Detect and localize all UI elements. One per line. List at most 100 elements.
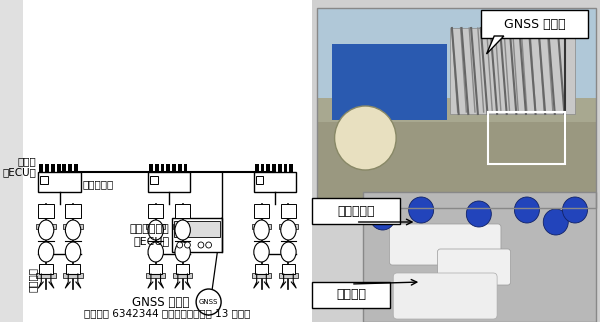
Text: GNSS: GNSS	[199, 299, 218, 305]
FancyBboxPatch shape	[282, 264, 295, 274]
FancyBboxPatch shape	[64, 224, 83, 229]
Text: 駆動モータ: 駆動モータ	[83, 179, 114, 189]
FancyBboxPatch shape	[281, 204, 296, 218]
FancyBboxPatch shape	[284, 164, 287, 172]
Text: 植付爪部: 植付爪部	[28, 268, 38, 292]
FancyBboxPatch shape	[311, 198, 400, 224]
FancyBboxPatch shape	[155, 164, 158, 172]
FancyBboxPatch shape	[146, 273, 166, 278]
Ellipse shape	[65, 220, 81, 240]
Circle shape	[185, 242, 190, 248]
FancyBboxPatch shape	[252, 273, 271, 278]
Polygon shape	[487, 36, 504, 54]
FancyBboxPatch shape	[256, 176, 263, 184]
FancyBboxPatch shape	[332, 44, 447, 120]
Ellipse shape	[281, 242, 296, 262]
FancyBboxPatch shape	[45, 164, 49, 172]
FancyBboxPatch shape	[311, 0, 600, 322]
FancyBboxPatch shape	[56, 164, 61, 172]
FancyBboxPatch shape	[65, 204, 81, 218]
FancyBboxPatch shape	[175, 204, 190, 218]
Circle shape	[206, 242, 212, 248]
FancyBboxPatch shape	[149, 264, 163, 274]
FancyBboxPatch shape	[172, 218, 222, 252]
FancyBboxPatch shape	[481, 10, 589, 38]
Text: 制御部
（ECU）: 制御部 （ECU）	[2, 156, 37, 178]
FancyBboxPatch shape	[317, 118, 596, 208]
FancyBboxPatch shape	[74, 164, 78, 172]
FancyBboxPatch shape	[146, 224, 166, 229]
FancyBboxPatch shape	[279, 224, 298, 229]
FancyBboxPatch shape	[172, 164, 176, 172]
Circle shape	[562, 197, 587, 223]
FancyBboxPatch shape	[176, 264, 190, 274]
FancyBboxPatch shape	[278, 164, 282, 172]
FancyBboxPatch shape	[148, 172, 190, 192]
FancyBboxPatch shape	[40, 176, 48, 184]
FancyBboxPatch shape	[23, 0, 311, 322]
Text: 植付爪部: 植付爪部	[336, 289, 366, 301]
FancyBboxPatch shape	[38, 204, 54, 218]
FancyBboxPatch shape	[450, 28, 575, 114]
Ellipse shape	[65, 242, 81, 262]
FancyBboxPatch shape	[149, 164, 153, 172]
Circle shape	[409, 197, 434, 223]
Ellipse shape	[38, 242, 54, 262]
Ellipse shape	[254, 220, 269, 240]
FancyBboxPatch shape	[254, 204, 269, 218]
FancyBboxPatch shape	[148, 204, 163, 218]
Circle shape	[543, 209, 568, 235]
FancyBboxPatch shape	[37, 273, 56, 278]
FancyBboxPatch shape	[389, 224, 501, 265]
Ellipse shape	[281, 220, 296, 240]
FancyBboxPatch shape	[150, 176, 158, 184]
FancyBboxPatch shape	[40, 264, 53, 274]
FancyBboxPatch shape	[272, 164, 276, 172]
FancyBboxPatch shape	[311, 282, 391, 308]
Ellipse shape	[254, 242, 269, 262]
FancyBboxPatch shape	[174, 221, 220, 237]
FancyBboxPatch shape	[40, 164, 43, 172]
FancyBboxPatch shape	[255, 164, 259, 172]
FancyBboxPatch shape	[161, 164, 164, 172]
FancyBboxPatch shape	[173, 224, 192, 229]
FancyBboxPatch shape	[254, 172, 296, 192]
FancyBboxPatch shape	[289, 164, 293, 172]
FancyBboxPatch shape	[317, 98, 596, 122]
Text: 駆動モータ: 駆動モータ	[337, 204, 374, 217]
FancyBboxPatch shape	[266, 164, 270, 172]
FancyBboxPatch shape	[66, 264, 80, 274]
Text: GNSS 受信機: GNSS 受信機	[132, 296, 190, 308]
Circle shape	[177, 242, 182, 248]
FancyBboxPatch shape	[393, 273, 497, 319]
FancyBboxPatch shape	[178, 164, 182, 172]
Circle shape	[196, 289, 221, 315]
FancyBboxPatch shape	[437, 249, 511, 285]
FancyBboxPatch shape	[51, 164, 55, 172]
FancyBboxPatch shape	[279, 273, 298, 278]
FancyBboxPatch shape	[38, 172, 81, 192]
FancyBboxPatch shape	[37, 224, 56, 229]
FancyBboxPatch shape	[260, 164, 265, 172]
Circle shape	[370, 204, 395, 230]
Ellipse shape	[148, 242, 163, 262]
Ellipse shape	[148, 220, 163, 240]
Text: メイン制御部
（ECU）: メイン制御部 （ECU）	[130, 224, 169, 246]
FancyBboxPatch shape	[252, 224, 271, 229]
Circle shape	[198, 242, 204, 248]
FancyBboxPatch shape	[64, 273, 83, 278]
FancyBboxPatch shape	[173, 273, 192, 278]
Ellipse shape	[175, 242, 190, 262]
FancyBboxPatch shape	[317, 8, 596, 98]
Ellipse shape	[175, 220, 190, 240]
Circle shape	[466, 201, 491, 227]
Ellipse shape	[38, 220, 54, 240]
FancyBboxPatch shape	[184, 164, 187, 172]
Text: （特許第 6342344 号「作業機」の図 13 より）: （特許第 6342344 号「作業機」の図 13 より）	[84, 308, 250, 318]
FancyBboxPatch shape	[255, 264, 268, 274]
FancyBboxPatch shape	[364, 192, 596, 322]
Text: GNSS 受信機: GNSS 受信機	[504, 17, 565, 31]
Circle shape	[335, 106, 396, 170]
FancyBboxPatch shape	[166, 164, 170, 172]
FancyBboxPatch shape	[62, 164, 66, 172]
